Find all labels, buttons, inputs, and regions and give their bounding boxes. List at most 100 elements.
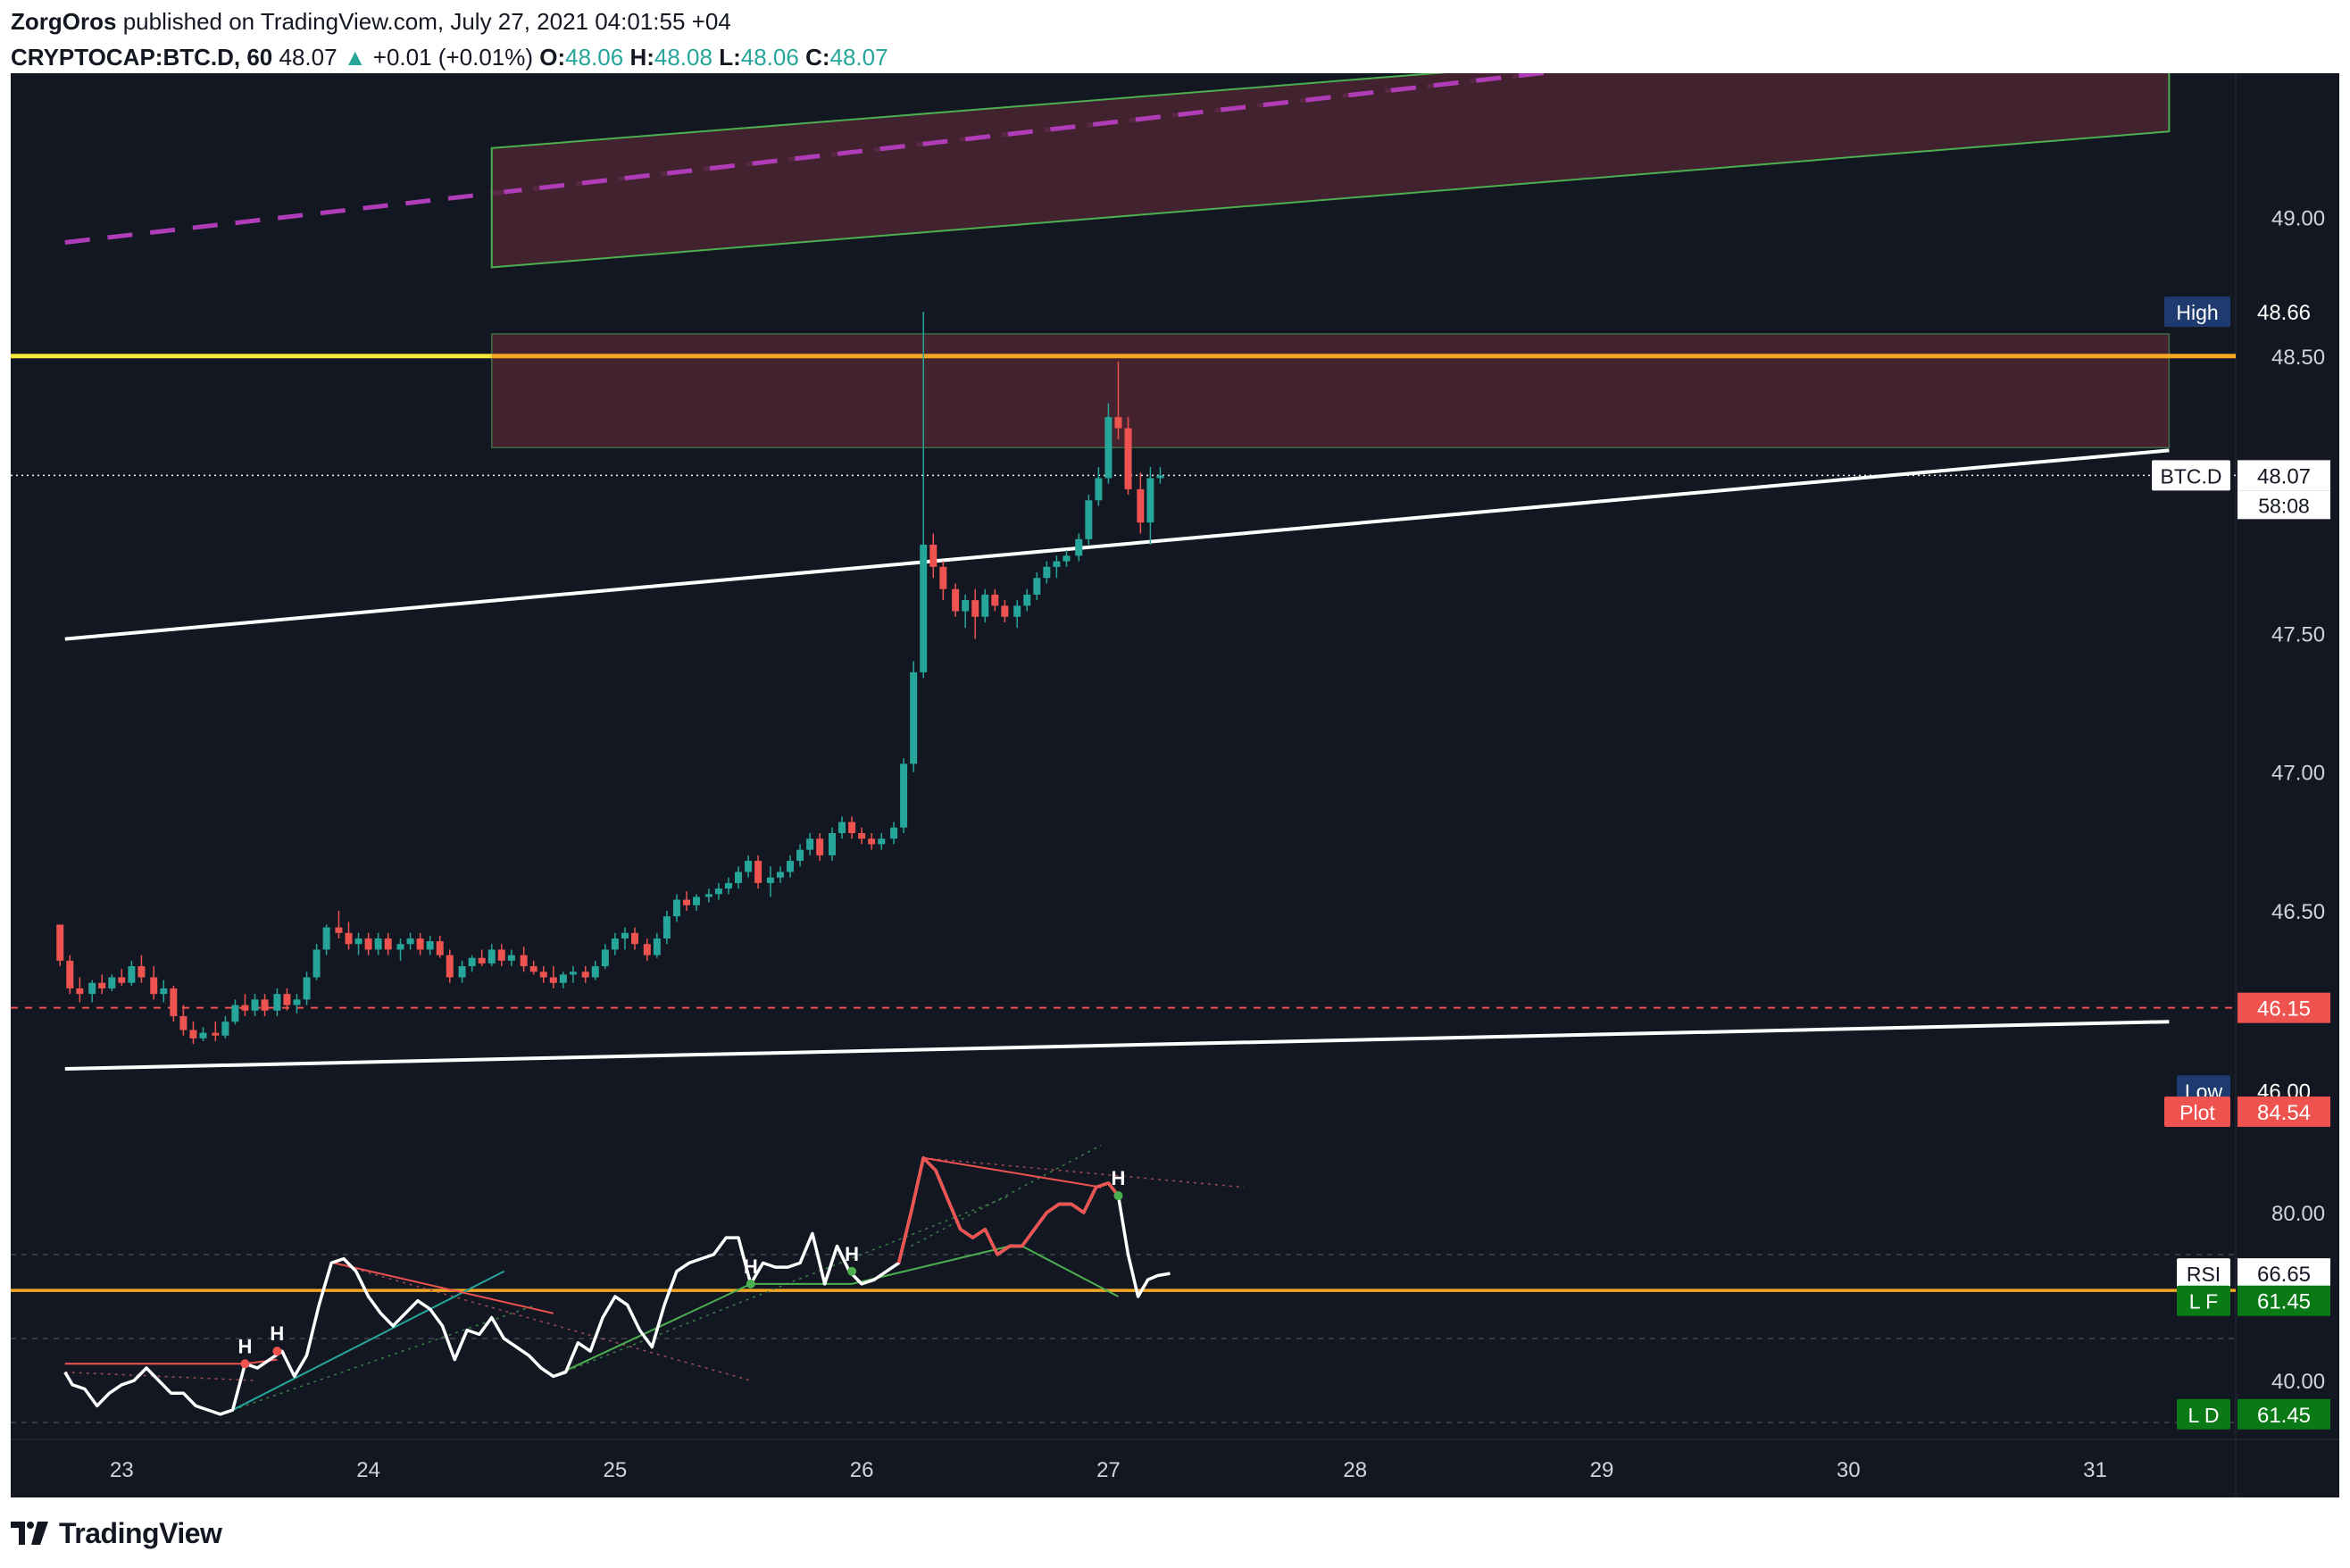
high-value: 48.08 <box>654 44 712 71</box>
candle-body <box>160 988 168 995</box>
candle-body <box>231 1005 239 1022</box>
candle-body <box>971 600 979 617</box>
candle <box>303 972 311 1005</box>
ld-tag-label-box <box>2177 1398 2230 1430</box>
candle <box>1053 555 1061 579</box>
rsi-pivot-label: H <box>1112 1167 1126 1189</box>
candle <box>1156 467 1164 484</box>
ld-tag-value-box <box>2238 1398 2330 1430</box>
candle <box>354 932 362 955</box>
price-tick-label: 47.00 <box>2271 762 2325 786</box>
rsi-tag-value-box <box>2238 1258 2330 1289</box>
symbol-name[interactable]: CRYPTOCAP:BTC.D, 60 <box>11 44 273 71</box>
last-price: 48.07 <box>279 44 338 71</box>
high-tag: High 48.66 <box>2164 296 2330 328</box>
candle <box>396 938 404 961</box>
chart-canvas[interactable]: 49.00 48.50 47.50 47.00 46.50 High 48.66 BTC.D 4… <box>11 73 2339 1497</box>
candle <box>98 974 106 995</box>
candle <box>1095 467 1103 506</box>
candle <box>920 312 928 679</box>
candle <box>118 969 126 986</box>
candle <box>1013 600 1021 629</box>
chart-svg[interactable]: 49.00 48.50 47.50 47.00 46.50 High 48.66 BTC.D 4… <box>11 73 2339 1497</box>
hd-tag: H D 84.54 <box>2183 1129 2308 1151</box>
candle-body <box>374 938 382 950</box>
candle-body <box>88 982 96 995</box>
hd-tag-label: H D <box>2183 1129 2217 1151</box>
time-tick-label: 27 <box>1096 1458 1121 1482</box>
candle-body <box>858 833 866 839</box>
candle-body <box>426 941 434 950</box>
candle <box>335 910 343 939</box>
candle <box>128 960 136 986</box>
candle-body <box>682 899 690 905</box>
candle-body <box>672 899 680 917</box>
price-tick-label: 47.50 <box>2271 622 2325 646</box>
candle-body <box>354 938 362 945</box>
candle-body <box>118 977 126 983</box>
candle-body <box>581 972 589 978</box>
rising-channel-zone <box>490 73 2171 269</box>
candle-body <box>868 838 876 845</box>
candle <box>212 1022 220 1041</box>
candle <box>682 891 690 911</box>
candle <box>179 1005 188 1036</box>
current-price-tag-value-box <box>2238 460 2330 491</box>
candle <box>261 994 269 1016</box>
candle <box>962 594 970 629</box>
candle <box>273 988 281 1016</box>
time-tick-label: 23 <box>110 1458 134 1482</box>
candle-body <box>714 888 722 895</box>
time-tick-label: 28 <box>1343 1458 1367 1482</box>
candle-body <box>1085 500 1093 539</box>
footer-brand: TradingView <box>11 1511 222 1555</box>
candle <box>714 882 722 900</box>
time-tick-label: 25 <box>604 1458 628 1482</box>
rsi-divergence-line <box>232 1270 505 1411</box>
candle-body <box>806 838 814 850</box>
candle <box>991 588 999 612</box>
author-name[interactable]: ZorgOros <box>11 8 117 35</box>
candle <box>88 980 96 1003</box>
price-tick-label: 48.50 <box>2271 346 2325 370</box>
plot-tag-value-box <box>2238 1096 2330 1127</box>
rsi-pivot-dot <box>272 1347 282 1356</box>
ld-tag-value-text: 61.45 <box>2257 1404 2311 1428</box>
candle-body <box>273 994 281 1011</box>
candle <box>1043 561 1051 584</box>
candle-body <box>890 827 898 839</box>
candle <box>199 1027 207 1041</box>
candle <box>939 561 947 601</box>
candle-body <box>170 988 178 1016</box>
publish-line: ZorgOros published on TradingView.com, J… <box>11 4 888 39</box>
rsi-divergence-line <box>923 1156 1102 1189</box>
high-label: H: <box>629 44 654 71</box>
candle-body <box>653 938 661 955</box>
symbol-line: CRYPTOCAP:BTC.D, 60 48.07 ▲ +0.01 (+0.01… <box>11 39 888 75</box>
countdown-box <box>2238 490 2330 520</box>
candle-body <box>488 949 496 963</box>
candle-body <box>878 838 886 845</box>
rsi-pivot-label: H <box>845 1243 859 1265</box>
candle-body <box>179 1015 188 1030</box>
candle-body <box>601 949 609 967</box>
red-level-tag-value-text: 46.15 <box>2257 997 2311 1022</box>
candle-body <box>529 966 538 972</box>
candle-body <box>1075 538 1083 556</box>
candle <box>796 844 804 867</box>
candle-body <box>910 671 918 764</box>
candle-body <box>1137 488 1145 523</box>
candle <box>878 833 886 850</box>
rsi-pivot-label: H <box>744 1255 758 1278</box>
candle-body <box>962 600 970 612</box>
candle-body <box>900 763 908 828</box>
rsi-pivot-label: H <box>238 1335 253 1357</box>
candle <box>1033 572 1041 601</box>
candle <box>251 994 259 1016</box>
candle <box>828 827 836 862</box>
candle-body <box>98 982 106 988</box>
candle-body <box>981 594 989 617</box>
candle <box>322 924 330 955</box>
high-tag-label-text: High <box>2176 301 2218 324</box>
rsi-divergence-line <box>333 1262 554 1314</box>
